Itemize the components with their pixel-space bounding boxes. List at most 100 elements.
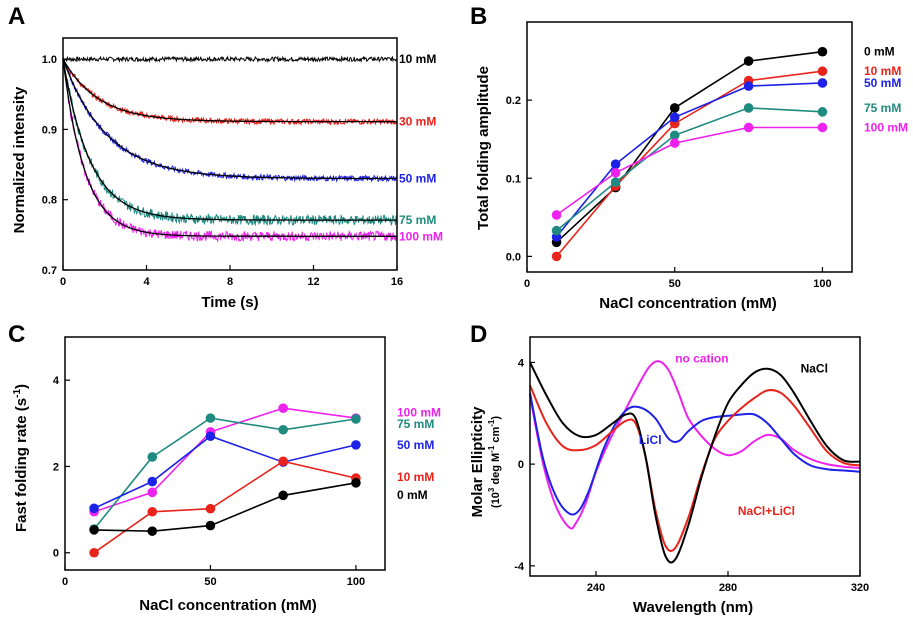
panel-c-letter: C xyxy=(8,321,25,348)
series-label-75-mm: 75 mM xyxy=(399,213,436,227)
y-tick-label: 1.0 xyxy=(42,54,57,66)
series-label-75-mm: 75 mM xyxy=(397,417,434,431)
point-0-mm xyxy=(669,103,680,113)
spectrum-nacl xyxy=(529,361,861,564)
series-label-100-mm: 100 mM xyxy=(397,406,441,420)
point-10-mm xyxy=(278,456,288,467)
units-part-b: 3 xyxy=(487,487,496,492)
y-tick-label: 0 xyxy=(518,459,524,471)
x-tick-label: 280 xyxy=(719,582,737,594)
point-75-mm xyxy=(278,424,288,435)
point-50-mm xyxy=(147,476,158,487)
units-part-d: -1 xyxy=(487,445,496,453)
spectrum-no-cation xyxy=(529,360,861,530)
series-label-10-mm: 10 mM xyxy=(397,470,434,484)
line-50-mm xyxy=(93,435,357,510)
x-tick-label: 0 xyxy=(60,276,66,288)
units-part-g: ) xyxy=(490,416,502,420)
series-label-75-mm: 75 mM xyxy=(864,101,901,115)
y-tick-label: 0.7 xyxy=(42,265,57,277)
panel-d-plot-frame xyxy=(529,336,861,577)
curve-label-licl: LiCl xyxy=(639,433,662,447)
panel-d: D 240 280 320 -4 0 4 no cation NaCl LiCl NaCl+Li… xyxy=(469,321,869,616)
fit-30-mm xyxy=(62,58,397,123)
point-50-mm xyxy=(89,503,99,514)
x-tick-label: 0 xyxy=(62,576,68,588)
curve-label-nacl-licl: NaCl+LiCl xyxy=(738,504,795,518)
panel-d-curve-labels: no cation NaCl LiCl NaCl+LiCl xyxy=(639,351,828,518)
point-10-mm xyxy=(205,503,216,514)
fit-75-mm xyxy=(62,58,397,221)
trace-10-mm xyxy=(62,55,398,64)
point-100-mm xyxy=(669,138,680,148)
point-50-mm xyxy=(817,78,828,88)
x-tick-label: 240 xyxy=(587,582,605,594)
series-label-10-mm: 10 mM xyxy=(399,52,436,66)
point-75-mm xyxy=(610,177,621,187)
x-tick-label: 50 xyxy=(204,576,216,588)
point-10-mm xyxy=(147,506,158,517)
line-75-mm xyxy=(555,107,823,232)
series-label-50-mm: 50 mM xyxy=(399,172,436,186)
line-50-mm xyxy=(555,82,823,238)
panel-c-plot-frame xyxy=(64,336,386,571)
point-10-mm xyxy=(817,66,828,77)
trace-30-mm xyxy=(62,60,398,126)
panel-b-ticks: 0 50 100 0.0 0.1 0.2 xyxy=(506,95,832,290)
fit-100-mm xyxy=(62,59,397,237)
trace-50-mm xyxy=(62,56,397,183)
point-50-mm xyxy=(610,159,621,169)
line-100-mm xyxy=(93,407,357,513)
point-75-mm xyxy=(743,103,754,113)
x-tick-label: 50 xyxy=(669,278,681,290)
panel-c-ticks: 0 50 100 0 2 4 xyxy=(53,375,365,588)
point-10-mm xyxy=(551,251,562,262)
trace-100-mm xyxy=(62,59,398,243)
panel-b-y-axis-label: Total folding amplitude xyxy=(475,66,492,230)
point-100-mm xyxy=(743,122,754,133)
panel-b-plot-frame xyxy=(526,21,853,273)
panel-c-series xyxy=(89,403,361,558)
point-75-mm xyxy=(351,414,361,424)
panel-a-series xyxy=(62,55,398,243)
series-label-100-mm: 100 mM xyxy=(864,120,908,134)
panel-d-letter: D xyxy=(470,321,487,348)
point-10-mm xyxy=(89,547,99,558)
fit-50-mm xyxy=(62,58,397,180)
point-0-mm xyxy=(89,525,99,535)
point-75-mm xyxy=(817,107,828,117)
panel-d-y-axis-units: (103 deg M-1 cm-1) xyxy=(487,416,502,508)
panel-d-y-axis-label: Molar Ellipticity xyxy=(469,406,486,518)
panel-c-y-axis-label-sup: -1 xyxy=(12,389,23,398)
x-tick-label: 320 xyxy=(851,582,869,594)
point-100-mm xyxy=(551,210,562,220)
y-tick-label: 4 xyxy=(53,375,60,387)
panel-c-y-axis-label-end: ) xyxy=(13,384,30,389)
x-tick-label: 0 xyxy=(524,278,530,290)
y-tick-label: 0.2 xyxy=(506,95,521,107)
series-label-10-mm: 10 mM xyxy=(864,64,901,78)
line-10-mm xyxy=(93,460,357,554)
panel-b-series xyxy=(551,46,828,262)
point-75-mm xyxy=(205,413,216,423)
point-0-mm xyxy=(278,490,288,501)
panel-a-series-labels: 10 mM 30 mM 50 mM 75 mM 100 mM xyxy=(399,52,443,243)
point-50-mm xyxy=(205,431,216,442)
y-tick-label: -4 xyxy=(514,561,525,573)
y-tick-label: 0 xyxy=(53,548,59,560)
point-0-mm xyxy=(205,520,216,531)
x-tick-label: 4 xyxy=(143,276,150,288)
curve-label-no-cation: no cation xyxy=(675,351,728,365)
units-part-e: cm xyxy=(490,427,502,446)
series-label-50-mm: 50 mM xyxy=(864,76,901,90)
point-50-mm xyxy=(669,112,680,123)
panel-c-y-axis-label-main: Fast folding rate (s xyxy=(13,398,30,532)
y-tick-label: 2 xyxy=(53,461,59,473)
point-50-mm xyxy=(351,440,361,450)
point-0-mm xyxy=(147,526,158,536)
